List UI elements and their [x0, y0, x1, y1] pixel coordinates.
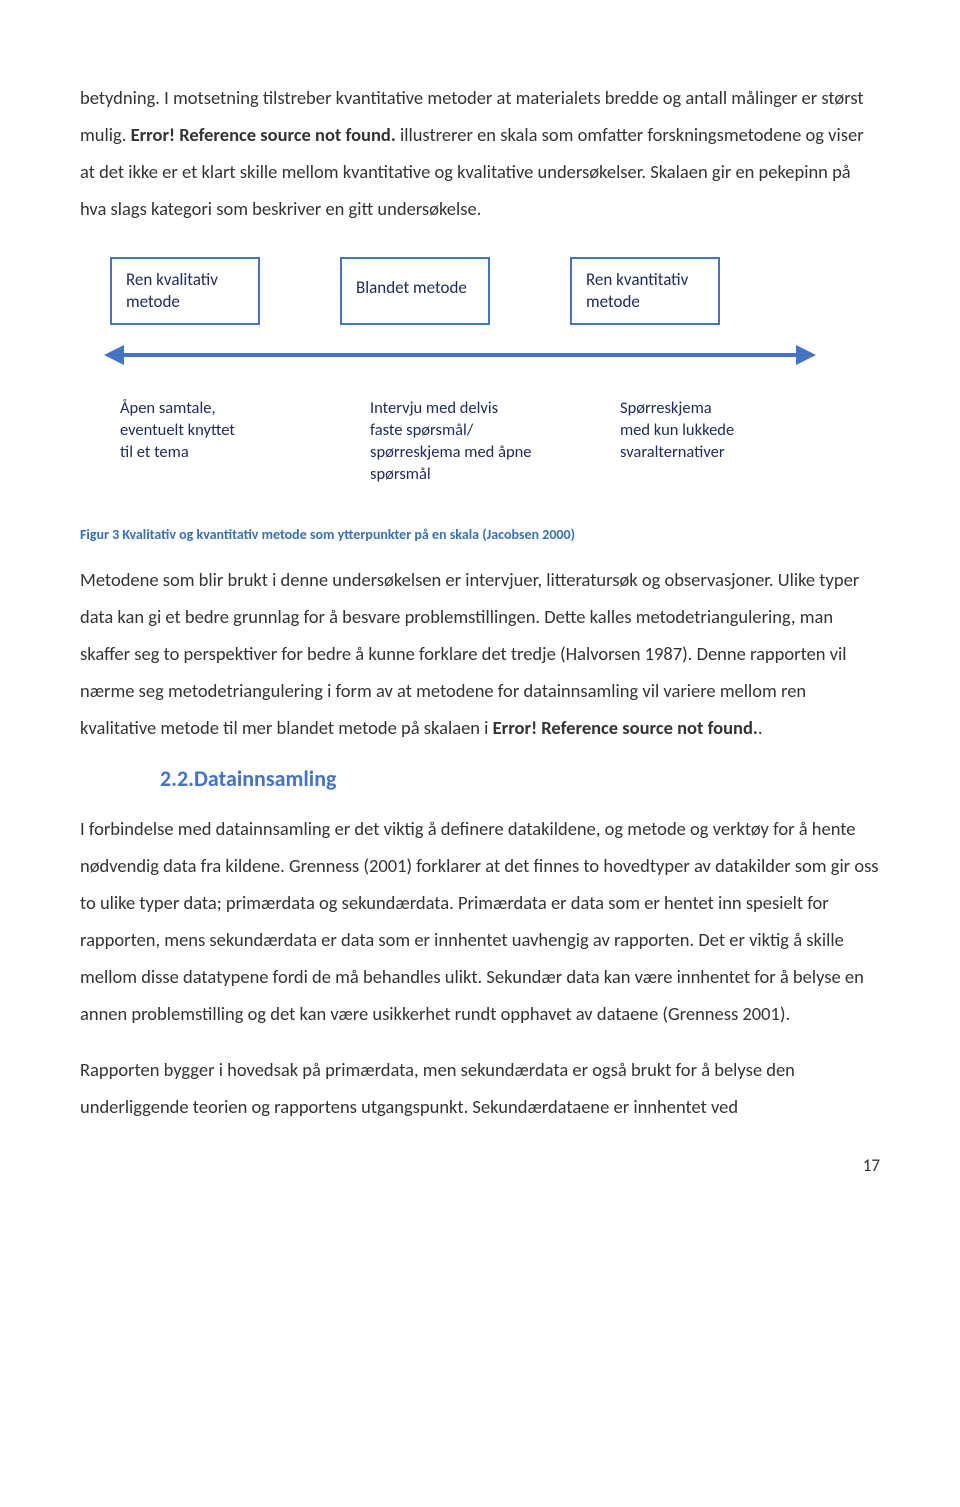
box-mixed: Blandet metode: [340, 257, 490, 325]
section-heading: 2.2.Datainnsamling: [160, 765, 880, 792]
desc-qualitative: Åpen samtale, eventuelt knyttet til et t…: [120, 397, 315, 486]
paragraph-1: betydning. I motsetning tilstreber kvant…: [80, 79, 880, 227]
paragraph-4: Rapporten bygger i hovedsak på primærdat…: [80, 1051, 880, 1125]
figure-caption: Figur 3 Kvalitativ og kvantitativ metode…: [80, 526, 880, 543]
diagram-boxes-row: Ren kvalitativ metode Blandet metode Ren…: [90, 257, 830, 325]
box-quantitative: Ren kvantitativ metode: [570, 257, 720, 325]
double-arrow: [110, 343, 810, 367]
arrow-line: [120, 353, 800, 357]
p2-error-ref: Error! Reference source not found.: [493, 716, 758, 739]
page-number: 17: [80, 1155, 880, 1176]
method-scale-diagram: Ren kvalitativ metode Blandet metode Ren…: [90, 257, 830, 486]
arrow-right-icon: [796, 345, 816, 365]
p2-a: Metodene som blir brukt i denne undersøk…: [80, 568, 859, 739]
desc-quantitative: Spørreskjema med kun lukkede svaralterna…: [620, 397, 815, 486]
p2-b: .: [758, 716, 763, 739]
box-qualitative: Ren kvalitativ metode: [110, 257, 260, 325]
paragraph-2: Metodene som blir brukt i denne undersøk…: [80, 561, 880, 746]
p1-error-ref: Error! Reference source not found.: [131, 123, 396, 146]
paragraph-3: I forbindelse med datainnsamling er det …: [80, 810, 880, 1032]
arrow-left-icon: [104, 345, 124, 365]
desc-mixed: Intervju med delvis faste spørsmål/ spør…: [370, 397, 565, 486]
diagram-descs-row: Åpen samtale, eventuelt knyttet til et t…: [90, 397, 830, 486]
